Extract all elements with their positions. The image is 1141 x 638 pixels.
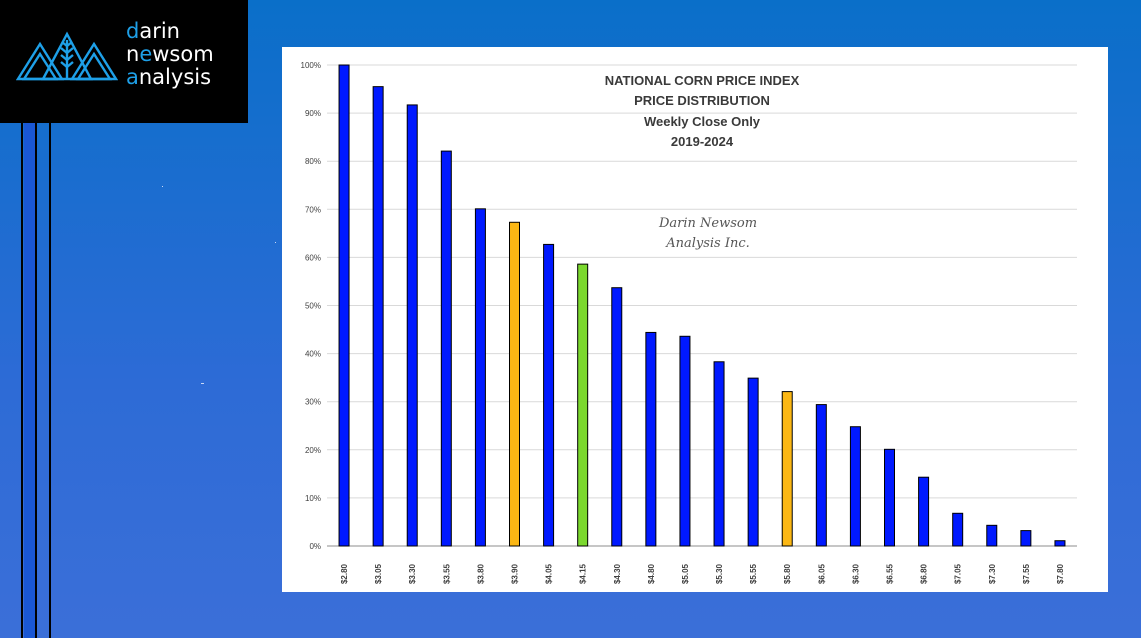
y-tick-label: 70% [305,205,321,214]
bar-7-30 [986,524,998,547]
bar-6-80 [918,476,930,547]
watermark-text: Analysis Inc. [665,236,750,251]
bar-5-80 [781,391,793,547]
x-tick-label: $3.30 [408,563,417,584]
x-tick-label: $3.90 [511,563,520,584]
y-tick-label: 0% [309,542,321,551]
bar-6-55 [884,448,895,547]
bar-5-55 [747,377,759,547]
bar-chart: 0% 10% 20% 30% 40% 50% 60% 70% 80% 90% 100% $2.80 $… [301,61,1077,584]
y-tick-label: 30% [305,398,321,407]
bar-3-80 [474,208,486,547]
bar-3-30 [406,104,418,547]
bar-3-90 [509,221,520,547]
decor-line-3 [35,123,37,638]
logo-wordmark: darin newsom analysis [126,19,214,89]
x-tick-label: $6.05 [817,563,826,584]
x-tick-label: $3.80 [476,563,485,584]
bar-7-05 [952,512,964,547]
bar-3-05 [372,86,384,547]
y-tick-label: 10% [305,494,321,503]
chart-title-line: 2019-2024 [671,134,734,149]
x-tick-label: $4.80 [647,563,656,584]
chart-title-line: PRICE DISTRIBUTION [634,93,770,108]
bar-5-30 [713,361,725,547]
bar-6-05 [815,404,827,547]
chart-title-line: NATIONAL CORN PRICE INDEX [605,73,800,88]
x-tick-label: $4.05 [545,563,554,584]
chart-panel: 0% 10% 20% 30% 40% 50% 60% 70% 80% 90% 100% $2.80 $… [282,47,1108,592]
chart-title-line: Weekly Close Only [644,114,761,129]
watermark-text: Darin Newsom [658,216,757,231]
x-tick-label: $6.55 [886,563,895,584]
x-tick-label: $5.80 [783,563,792,584]
y-tick-label: 50% [305,302,321,311]
bar-3-55 [440,150,452,547]
bar-5-05 [679,335,691,547]
bar-4-05 [543,243,555,547]
logo-panel: darin newsom analysis [0,0,248,123]
x-tick-label: $2.80 [340,563,349,584]
x-tick-label: $7.80 [1056,563,1065,584]
bar-4-80 [645,331,657,547]
x-tick-label: $3.55 [442,563,451,584]
x-tick-label: $3.05 [374,563,383,584]
y-tick-label: 60% [305,253,321,262]
decor-line-4 [49,123,51,638]
x-tick-label: $5.30 [715,563,724,584]
x-tick-label: $5.55 [749,563,758,584]
bar-4-15 [577,263,589,547]
mountain-wheat-icon [16,31,118,81]
x-tick-label: $7.05 [954,563,963,584]
x-tick-label: $5.05 [681,563,690,584]
bar-2-80 [338,64,350,547]
decor-line-2 [24,123,35,638]
x-tick-label: $6.30 [851,563,860,584]
decor-line-1 [21,123,23,638]
x-tick-label: $4.15 [579,563,588,584]
x-tick-label: $6.80 [920,563,929,584]
y-tick-label: 80% [305,157,321,166]
y-tick-label: 20% [305,446,321,455]
x-tick-label: $7.55 [1022,563,1031,584]
x-tick-label: $4.30 [613,563,622,584]
x-tick-label: $7.30 [988,563,997,584]
y-tick-label: 100% [301,61,321,70]
bar-7-55 [1020,530,1032,547]
bar-6-30 [849,426,861,547]
y-tick-label: 90% [305,109,321,118]
y-tick-label: 40% [305,350,321,359]
bar-7-80 [1054,540,1066,547]
bar-4-30 [611,287,623,547]
